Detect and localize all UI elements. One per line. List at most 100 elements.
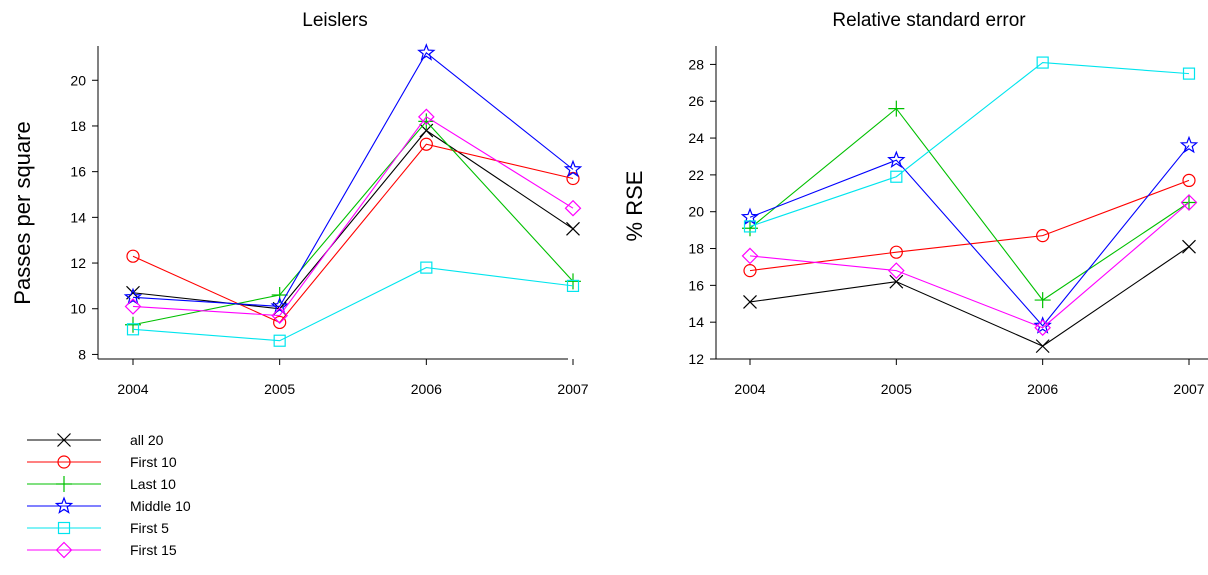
data-point (1035, 339, 1050, 354)
data-point (417, 43, 436, 61)
y-axis-label: Passes per square (10, 121, 35, 304)
y-tick-label: 26 (688, 93, 704, 109)
data-point (418, 113, 435, 130)
legend-marker (54, 496, 74, 514)
series-last-10 (742, 100, 1197, 309)
y-tick-label: 22 (688, 167, 704, 183)
legend-marker (55, 541, 73, 559)
series-line (132, 143, 574, 324)
series-line (132, 120, 574, 326)
data-point (1036, 56, 1049, 69)
data-point (271, 287, 288, 304)
legend-entry: First 10 (27, 454, 177, 470)
y-tick-label: 28 (688, 56, 704, 72)
series-line (749, 179, 1190, 272)
data-point (743, 294, 757, 309)
y-tick-label: 10 (70, 301, 86, 317)
chart-title: Relative standard error (832, 10, 1026, 31)
data-point (889, 274, 904, 289)
data-point (273, 334, 286, 347)
y-tick-label: 12 (70, 255, 86, 271)
data-point (124, 298, 142, 315)
data-point (1182, 173, 1196, 188)
series-first-15 (741, 194, 1198, 337)
data-point (743, 264, 757, 278)
series-line (749, 145, 1190, 327)
data-point (270, 296, 289, 315)
data-point (1182, 239, 1196, 254)
x-tick-label: 2006 (1027, 381, 1058, 397)
data-point (887, 262, 905, 279)
legend: all 20 First 10 Last 10 Middle 10 First 5 Fir… (27, 432, 191, 559)
y-tick-label: 14 (70, 209, 86, 225)
x-tick-label: 2006 (411, 381, 442, 397)
x-tick-label: 2005 (264, 381, 295, 397)
series-middle-10 (123, 43, 583, 315)
series-line (749, 62, 1190, 227)
data-point (887, 150, 906, 168)
series-line (132, 129, 574, 310)
y-tick-label: 20 (70, 72, 86, 88)
x-tick-label: 2004 (117, 381, 148, 397)
data-point (1182, 67, 1196, 80)
data-point (126, 323, 140, 336)
legend-label: Last 10 (130, 476, 176, 492)
data-point (123, 287, 143, 306)
legend-marker (57, 521, 71, 535)
data-point (1036, 229, 1050, 243)
series-first-5 (126, 261, 580, 347)
data-point (1180, 194, 1198, 211)
data-point (888, 100, 905, 117)
legend-marker (57, 455, 71, 469)
series-line (132, 267, 574, 342)
data-point (1034, 319, 1052, 337)
series-line (132, 116, 574, 317)
series-middle-10 (740, 135, 1199, 334)
data-point (889, 245, 903, 259)
legend-label: First 5 (130, 520, 169, 536)
data-point (1179, 135, 1199, 154)
y-tick-label: 8 (78, 346, 86, 362)
data-point (566, 279, 580, 292)
series-first-5 (743, 56, 1196, 233)
y-tick-label: 18 (688, 241, 704, 257)
legend-entry: Middle 10 (27, 496, 191, 514)
series-first-10 (126, 137, 580, 330)
x-tick-label: 2007 (1173, 381, 1204, 397)
series-all-20 (126, 123, 580, 316)
y-tick-label: 18 (70, 118, 86, 134)
data-point (743, 220, 757, 233)
legend-marker (56, 476, 72, 492)
x-tick-label: 2007 (557, 381, 588, 397)
y-tick-label: 16 (688, 277, 704, 293)
chart-title: Leislers (302, 10, 367, 31)
legend-label: First 10 (130, 454, 177, 470)
series-line (132, 52, 574, 308)
data-point (417, 108, 435, 126)
data-point (563, 159, 583, 178)
data-point (420, 261, 433, 274)
legend-entry: First 5 (27, 520, 169, 536)
y-tick-label: 24 (688, 130, 704, 146)
legend-label: First 15 (130, 542, 177, 558)
data-point (419, 137, 433, 151)
legend-entry: Last 10 (27, 476, 176, 492)
legend-marker (57, 433, 71, 447)
rse-panel: Relative standard error % RSE 12 14 16 18 20 22… (622, 10, 1208, 397)
series-line (749, 107, 1190, 301)
data-point (126, 249, 140, 263)
data-point (566, 221, 580, 236)
data-point (564, 199, 582, 217)
series-line (749, 202, 1190, 329)
y-tick-label: 20 (688, 204, 704, 220)
data-point (273, 315, 287, 330)
legend-entry: all 20 (27, 432, 164, 448)
leislers-panel: Leislers Passes per square 8 10 12 14 16 18 20 20… (10, 10, 589, 397)
data-point (741, 247, 759, 265)
data-point (1034, 292, 1051, 309)
legend-entry: First 15 (27, 541, 177, 559)
y-tick-label: 12 (688, 351, 704, 367)
series-first-15 (124, 108, 582, 324)
legend-label: all 20 (130, 432, 164, 448)
